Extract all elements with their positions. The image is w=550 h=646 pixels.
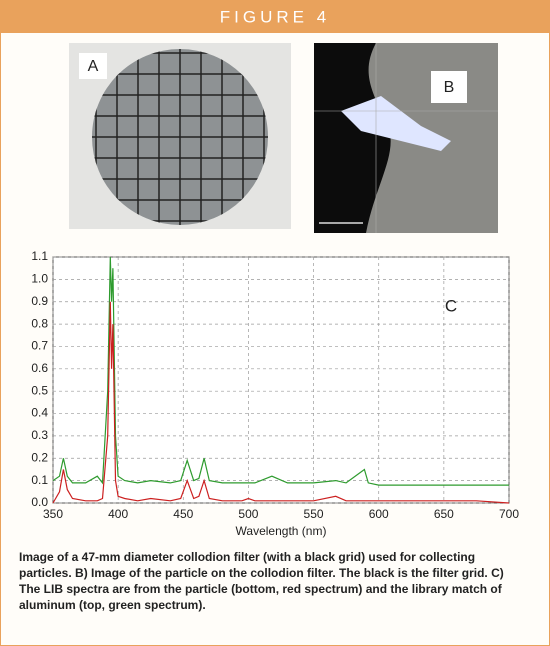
y-tick-label: 1.0	[31, 272, 48, 286]
x-tick-label: 350	[43, 507, 63, 521]
panel-label: B	[444, 79, 455, 96]
label-box	[79, 53, 107, 79]
caption: Image of a 47-mm diameter collodion filt…	[19, 550, 504, 612]
annotation: C	[445, 296, 457, 315]
plot-area	[52, 256, 510, 504]
y-tick-label: 0.4	[31, 406, 48, 420]
x-tick-label: 700	[499, 507, 519, 521]
label-box	[431, 71, 467, 103]
y-tick-label: 1.1	[31, 249, 48, 263]
series-line	[52, 301, 510, 504]
y-tick-label: 0.7	[31, 339, 48, 353]
x-tick-label: 500	[238, 507, 258, 521]
y-tick-label: 0.8	[31, 316, 48, 330]
y-tick-label: 0.5	[31, 383, 48, 397]
x-axis-label: Wavelength (nm)	[236, 524, 327, 538]
x-tick-label: 550	[304, 507, 324, 521]
particle	[341, 96, 451, 151]
x-tick-label: 650	[434, 507, 454, 521]
chart: FIGURE 4 A B C Wavelength (nm) 0.0 0.1 0.2…	[1, 1, 549, 538]
y-tick-label: 0.0	[31, 495, 48, 509]
y-tick-label: 0.3	[31, 428, 48, 442]
y-tick-label: 0.6	[31, 361, 48, 375]
y-tick-label: 0.1	[31, 473, 48, 487]
series-line	[52, 256, 509, 486]
header-bar	[1, 1, 549, 33]
x-tick-label: 450	[173, 507, 193, 521]
x-tick-label: 600	[369, 507, 389, 521]
grid-shadow	[314, 43, 391, 233]
y-tick-label: 0.9	[31, 294, 48, 308]
x-tick-label: 400	[108, 507, 128, 521]
header-title: FIGURE 4	[220, 7, 330, 26]
y-tick-label: 0.2	[31, 450, 48, 464]
panel-label: A	[88, 58, 99, 75]
